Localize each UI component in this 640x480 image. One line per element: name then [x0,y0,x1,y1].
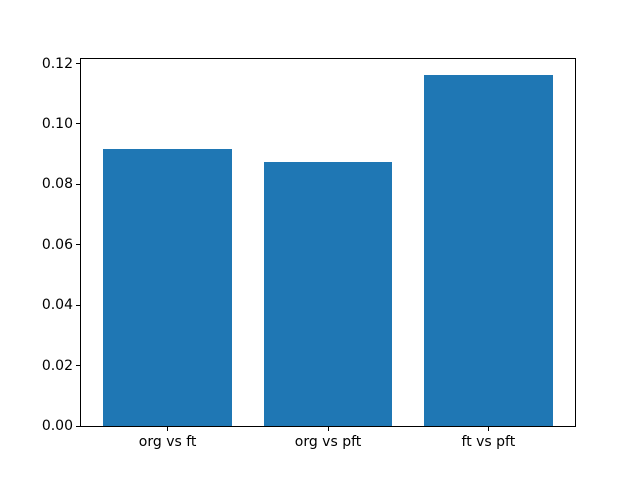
y-tick-label: 0.06 [41,236,73,253]
y-tick-mark [76,123,80,125]
bar-ft-vs-pft [424,75,553,426]
plot-area: 0.00 0.02 0.04 0.06 0.08 0.10 0.12 org vs ft or… [42,56,576,450]
y-tick-mark [76,365,80,367]
y-tick-label: 0.08 [41,176,73,193]
y-tick-mark [76,304,80,306]
x-tick-label: ft vs pft [461,434,516,450]
y-tick-mark [76,425,80,427]
y-tick-label: 0.04 [41,297,73,314]
y-tick-label: 0.02 [41,357,73,374]
y-tick-mark [76,244,80,246]
x-tick-mark [167,427,169,431]
y-tick-mark [76,63,80,65]
y-tick-mark [76,183,80,185]
bar-org-vs-ft [103,149,232,426]
x-tick-mark [327,427,329,431]
bar-org-vs-pft [263,161,393,426]
x-tick-mark [487,427,489,431]
y-tick-label: 0.12 [41,55,73,72]
y-tick-label: 0.10 [41,115,73,132]
y-tick-label: 0.00 [41,418,73,434]
x-tick-label: org vs ft [138,434,197,450]
x-tick-label: org vs pft [294,434,362,450]
